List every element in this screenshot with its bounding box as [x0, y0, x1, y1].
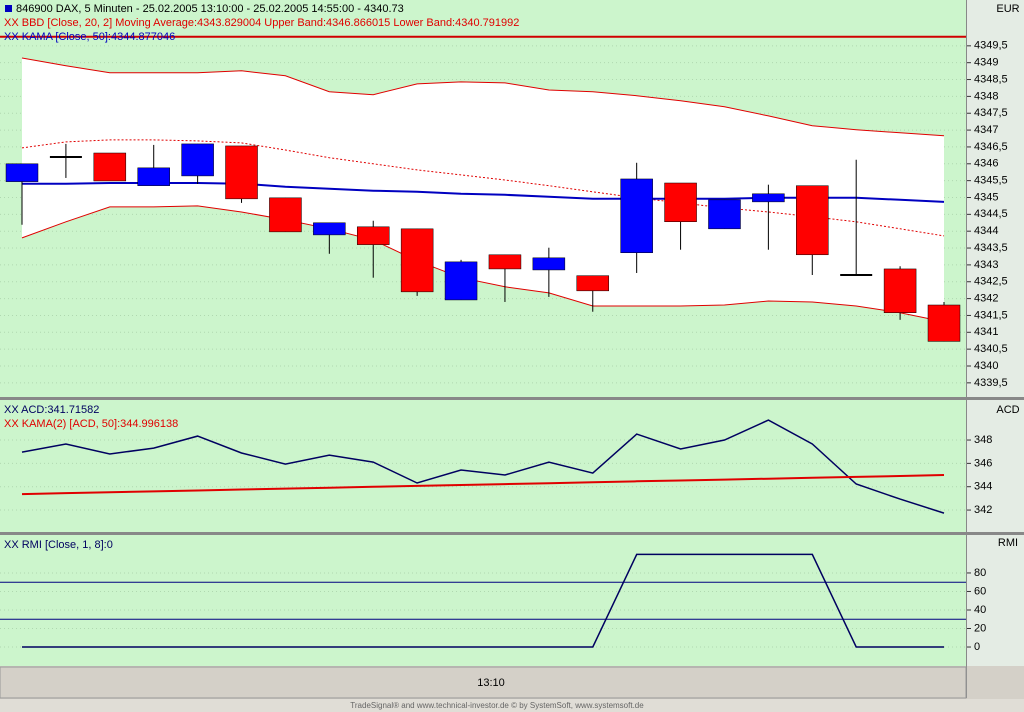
legend-entry: XX KAMA [Close, 50]:4344.877046 [4, 31, 175, 43]
y-tick-label: 20 [974, 622, 986, 634]
title-icon [5, 5, 12, 12]
candle-body [708, 199, 741, 230]
candle-body [225, 145, 258, 200]
y-tick-label: 4342 [974, 292, 998, 304]
time-axis-bar [0, 666, 967, 699]
y-tick-label: 4342,5 [974, 276, 1008, 288]
y-tick-label: 4348 [974, 90, 998, 102]
series-line [21, 419, 945, 514]
legend-entry: XX KAMA(2) [ACD, 50]:344.996138 [4, 418, 178, 430]
series-line [22, 553, 944, 648]
time-label: 13:10 [477, 677, 505, 689]
band-fill [22, 57, 944, 322]
y-tick-label: 4347 [974, 124, 998, 136]
y-tick-label: 4339,5 [974, 377, 1008, 389]
y-tick-label: 346 [974, 457, 992, 469]
y-tick-label: 40 [974, 604, 986, 616]
y-tick-label: 4343 [974, 259, 998, 271]
y-tick-label: 348 [974, 434, 992, 446]
candle-body [356, 226, 390, 245]
y-tick-label: 344 [974, 481, 992, 493]
kama-line [22, 182, 945, 203]
upper-band [21, 57, 945, 137]
candle-body [620, 178, 653, 254]
y-tick-label: 4348,5 [974, 73, 1008, 85]
y-tick-label: 4344 [974, 225, 998, 237]
series-line [21, 474, 945, 496]
candle-body [313, 222, 346, 236]
y-tick-label: 4340,5 [974, 343, 1008, 355]
y-tick-label: 4341,5 [974, 309, 1008, 321]
y-tick-label: 4346 [974, 158, 998, 170]
footer-bar [0, 699, 1024, 712]
y-tick-label: 4344,5 [974, 208, 1008, 220]
y-tick-label: 4340 [974, 360, 998, 372]
candle-body [488, 254, 522, 270]
candle-body [5, 163, 39, 182]
y-tick-label: 4343,5 [974, 242, 1008, 254]
lower-band [21, 205, 945, 323]
axis-unit: EUR [996, 3, 1019, 15]
y-tick-label: 60 [974, 585, 986, 597]
rmi-panel [0, 535, 966, 666]
legend-entry: XX ACD:341.71582 [4, 404, 99, 416]
legend-entry: XX BBD [Close, 20, 2] Moving Average:434… [4, 17, 519, 29]
candle-body [137, 167, 170, 186]
candle-body [400, 228, 434, 293]
legend-entry: XX RMI [Close, 1, 8]:0 [4, 539, 113, 551]
chart-title: 846900 DAX, 5 Minuten - 25.02.2005 13:10… [16, 3, 404, 15]
candle-body [796, 185, 829, 256]
candle-body [927, 304, 961, 342]
y-tick-label: 4341 [974, 326, 998, 338]
candle-body [752, 193, 785, 203]
axis-unit: ACD [996, 404, 1019, 416]
axis-unit: RMI [998, 537, 1018, 549]
candle-body [444, 261, 478, 301]
axis-panel [967, 0, 1024, 666]
y-tick-label: 80 [974, 567, 986, 579]
candle-body [532, 257, 566, 271]
candle-body [269, 197, 302, 233]
candle-body [883, 268, 917, 313]
y-tick-label: 4345 [974, 191, 998, 203]
candle-body [664, 182, 697, 223]
y-tick-label: 4347,5 [974, 107, 1008, 119]
y-tick-label: 4349 [974, 57, 998, 69]
moving-average [21, 139, 945, 237]
candle-body [93, 152, 127, 182]
candle-body [576, 275, 610, 292]
candle-body [181, 143, 214, 177]
y-tick-label: 4345,5 [974, 175, 1008, 187]
y-tick-label: 342 [974, 504, 992, 516]
footer: TradeSignal® and www.technical-investor.… [350, 701, 644, 710]
y-tick-label: 4346,5 [974, 141, 1008, 153]
y-tick-label: 0 [974, 641, 980, 653]
y-tick-label: 4349,5 [974, 40, 1008, 52]
